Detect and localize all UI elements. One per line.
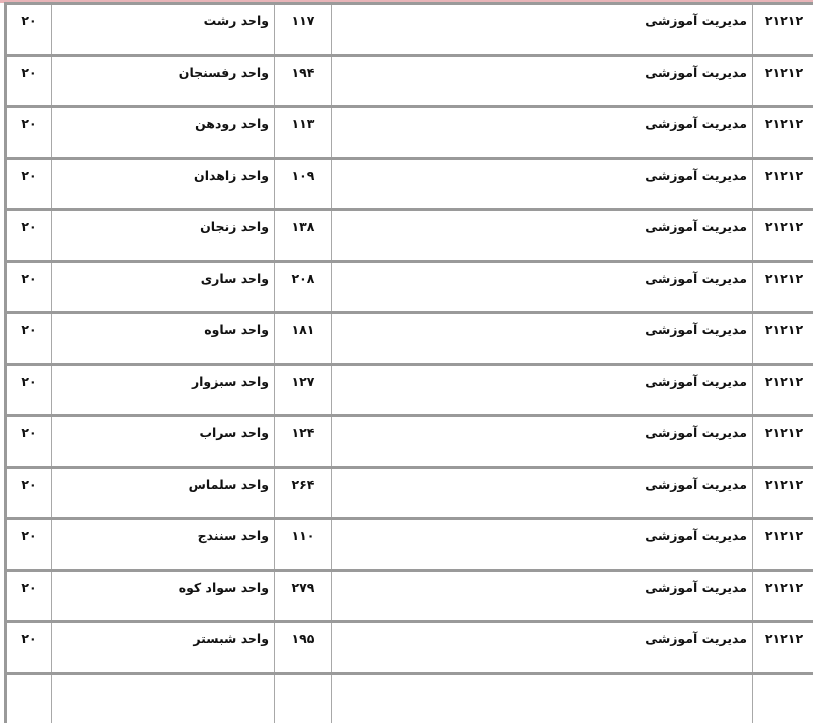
unit-name-cell: واحد سراب xyxy=(52,416,275,468)
capacity-cell: ۲۰ xyxy=(6,107,52,159)
unit-name-cell xyxy=(52,673,275,723)
unit-code-cell: ۱۱۰ xyxy=(275,519,332,571)
unit-name-cell: واحد زاهدان xyxy=(52,158,275,210)
unit-name-cell: واحد رفسنجان xyxy=(52,55,275,107)
unit-code-cell: ۲۷۹ xyxy=(275,570,332,622)
field-name-cell: مدیریت آموزشی xyxy=(332,107,753,159)
capacity-cell: ۲۰ xyxy=(6,519,52,571)
table-row xyxy=(6,673,813,723)
capacity-cell: ۲۰ xyxy=(6,364,52,416)
field-code-cell: ۲۱۲۱۲ xyxy=(753,364,813,416)
unit-code-cell: ۱۱۷ xyxy=(275,4,332,56)
field-name-cell: مدیریت آموزشی xyxy=(332,210,753,262)
field-code-cell: ۲۱۲۱۲ xyxy=(753,313,813,365)
field-code-cell: ۲۱۲۱۲ xyxy=(753,416,813,468)
field-code-cell: ۲۱۲۱۲ xyxy=(753,467,813,519)
capacity-cell: ۲۰ xyxy=(6,416,52,468)
unit-name-cell: واحد سلماس xyxy=(52,467,275,519)
unit-code-cell: ۲۰۸ xyxy=(275,261,332,313)
field-name-cell: مدیریت آموزشی xyxy=(332,364,753,416)
field-code-cell: ۲۱۲۱۲ xyxy=(753,622,813,674)
field-name-cell: مدیریت آموزشی xyxy=(332,55,753,107)
field-name-cell: مدیریت آموزشی xyxy=(332,313,753,365)
capacity-cell: ۲۰ xyxy=(6,622,52,674)
field-code-cell: ۲۱۲۱۲ xyxy=(753,570,813,622)
unit-code-cell xyxy=(275,673,332,723)
unit-name-cell: واحد سبزوار xyxy=(52,364,275,416)
field-name-cell: مدیریت آموزشی xyxy=(332,4,753,56)
capacity-cell: ۲۰ xyxy=(6,261,52,313)
unit-name-cell: واحد رشت xyxy=(52,4,275,56)
field-name-cell: مدیریت آموزشی xyxy=(332,467,753,519)
unit-code-cell: ۱۹۵ xyxy=(275,622,332,674)
unit-name-cell: واحد ساوه xyxy=(52,313,275,365)
unit-name-cell: واحد شبستر xyxy=(52,622,275,674)
unit-name-cell: واحد ساری xyxy=(52,261,275,313)
field-name-cell: مدیریت آموزشی xyxy=(332,570,753,622)
unit-code-cell: ۲۶۴ xyxy=(275,467,332,519)
unit-code-cell: ۱۹۴ xyxy=(275,55,332,107)
unit-name-cell: واحد رودهن xyxy=(52,107,275,159)
unit-name-cell: واحد سنندج xyxy=(52,519,275,571)
field-name-cell: مدیریت آموزشی xyxy=(332,416,753,468)
capacity-cell: ۲۰ xyxy=(6,4,52,56)
capacity-cell: ۲۰ xyxy=(6,210,52,262)
unit-code-cell: ۱۲۴ xyxy=(275,416,332,468)
unit-code-cell: ۱۸۱ xyxy=(275,313,332,365)
field-code-cell: ۲۱۲۱۲ xyxy=(753,261,813,313)
capacity-cell: ۲۰ xyxy=(6,158,52,210)
unit-code-cell: ۱۱۳ xyxy=(275,107,332,159)
field-code-cell: ۲۱۲۱۲ xyxy=(753,4,813,56)
unit-code-cell: ۱۰۹ xyxy=(275,158,332,210)
field-code-cell: ۲۱۲۱۲ xyxy=(753,519,813,571)
capacity-cell: ۲۰ xyxy=(6,467,52,519)
field-code-cell: ۲۱۲۱۲ xyxy=(753,107,813,159)
unit-name-cell: واحد زنجان xyxy=(52,210,275,262)
field-code-cell: ۲۱۲۱۲ xyxy=(753,210,813,262)
field-name-cell: مدیریت آموزشی xyxy=(332,519,753,571)
field-name-cell: مدیریت آموزشی xyxy=(332,261,753,313)
field-name-cell xyxy=(332,673,753,723)
field-code-cell xyxy=(753,673,813,723)
unit-name-cell: واحد سواد کوه xyxy=(52,570,275,622)
field-name-cell: مدیریت آموزشی xyxy=(332,158,753,210)
capacity-cell xyxy=(6,673,52,723)
field-name-cell: مدیریت آموزشی xyxy=(332,622,753,674)
capacity-cell: ۲۰ xyxy=(6,313,52,365)
capacity-cell: ۲۰ xyxy=(6,55,52,107)
unit-code-cell: ۱۳۸ xyxy=(275,210,332,262)
field-code-cell: ۲۱۲۱۲ xyxy=(753,55,813,107)
capacity-cell: ۲۰ xyxy=(6,570,52,622)
unit-code-cell: ۱۲۷ xyxy=(275,364,332,416)
field-code-cell: ۲۱۲۱۲ xyxy=(753,158,813,210)
